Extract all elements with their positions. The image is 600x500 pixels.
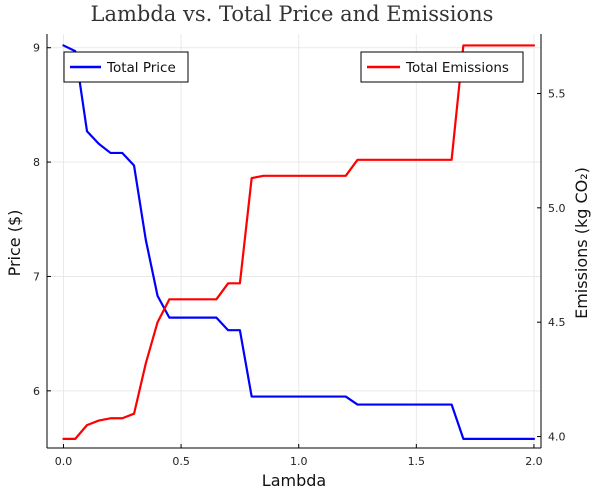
y-left-tick-label-2: 8	[33, 156, 40, 169]
y-right-tick-label-2: 5.0	[548, 202, 566, 215]
legend-price: Total Price	[63, 51, 189, 83]
x-axis-label: Lambda	[262, 471, 326, 490]
y-right-tick-label-0: 4.0	[548, 431, 566, 444]
y-axis-label-left: Price ($)	[5, 210, 24, 277]
x-ticks: 0.0 0.5 1.0 1.5 2.0	[55, 444, 543, 468]
axes	[46, 34, 542, 449]
x-tick-label-4: 2.0	[525, 455, 543, 468]
y-axis-label-right: Emissions (kg CO₂)	[572, 167, 591, 319]
legend-price-label: Total Price	[106, 60, 176, 76]
x-tick-label-3: 1.5	[408, 455, 426, 468]
y-ticks-left: 6 7 8 9	[33, 42, 51, 398]
y-right-tick-label-1: 4.5	[548, 316, 566, 329]
y-right-tick-label-3: 5.5	[548, 87, 566, 100]
legend-emissions: Total Emissions	[360, 51, 524, 83]
y-left-tick-label-1: 7	[33, 270, 40, 283]
x-tick-label-2: 1.0	[290, 455, 308, 468]
series	[62, 44, 536, 440]
x-tick-label-0: 0.0	[55, 455, 73, 468]
y-left-tick-label-0: 6	[33, 385, 40, 398]
y-ticks-right: 4.0 4.5 5.0 5.5	[537, 87, 566, 444]
series-line-total-emissions	[62, 44, 536, 440]
chart-title: Lambda vs. Total Price and Emissions	[91, 2, 494, 26]
series-line-total-price	[62, 44, 536, 440]
x-tick-label-1: 0.5	[172, 455, 190, 468]
legend-emissions-label: Total Emissions	[405, 60, 509, 76]
y-left-tick-label-3: 9	[33, 42, 40, 55]
